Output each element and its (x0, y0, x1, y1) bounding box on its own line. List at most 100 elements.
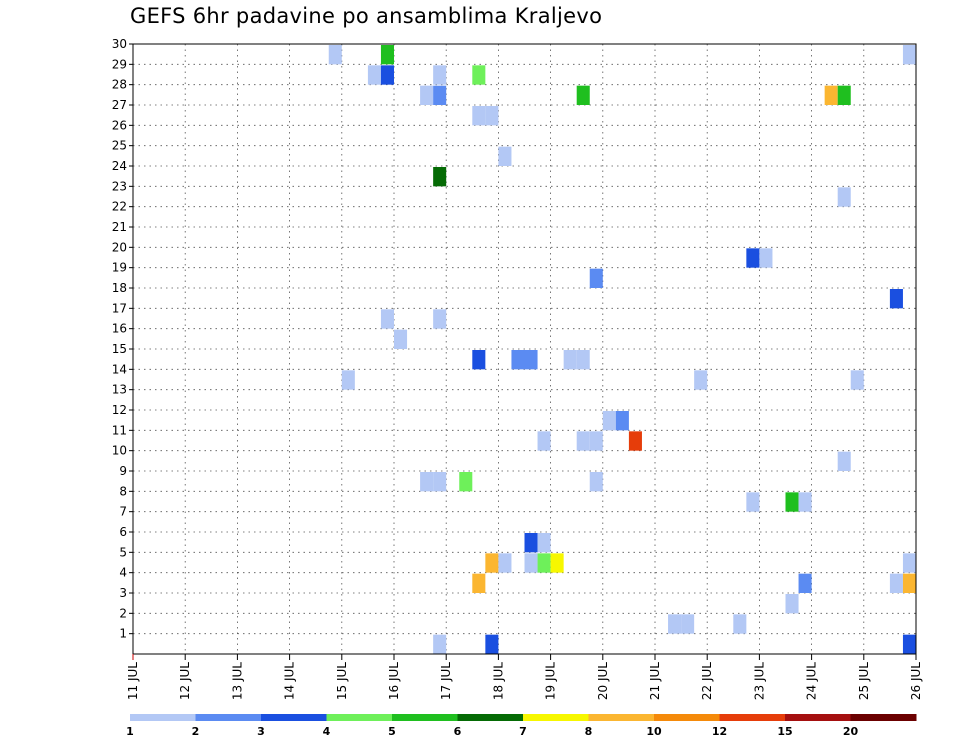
precip-cell (824, 85, 838, 105)
x-tick-label: 21 JUL (648, 662, 662, 700)
precip-cell (328, 45, 342, 65)
precip-cell (563, 350, 577, 370)
y-tick-label: 22 (112, 200, 127, 214)
colorbar-swatch (719, 714, 786, 721)
x-tick-label: 16 JUL (387, 662, 401, 700)
precip-cell (472, 65, 486, 85)
x-tick-label: 24 JUL (805, 662, 819, 700)
precip-cell (485, 634, 499, 654)
precip-cell (576, 350, 590, 370)
x-tick-label: 12 JUL (178, 662, 192, 700)
precip-cell (589, 268, 603, 288)
colorbar-label: 1 (126, 725, 134, 738)
colorbar-label: 8 (585, 725, 593, 738)
colorbar-label: 12 (712, 725, 727, 738)
y-tick-label: 21 (112, 220, 127, 234)
precip-cell (576, 85, 590, 105)
precip-cell (433, 309, 447, 329)
colorbar-swatch (195, 714, 262, 721)
precip-cell (537, 533, 551, 553)
x-tick-label: 18 JUL (491, 662, 505, 700)
y-tick-label: 9 (119, 464, 127, 478)
precip-cell (668, 614, 682, 634)
precip-cell (589, 472, 603, 492)
precip-cell (733, 614, 747, 634)
precip-cell (628, 431, 642, 451)
precip-cell (889, 573, 903, 593)
precip-cell (785, 492, 799, 512)
precip-cell (889, 289, 903, 309)
y-tick-label: 10 (112, 444, 127, 458)
colorbar-label: 6 (454, 725, 462, 738)
colorbar-swatch (261, 714, 327, 721)
y-tick-label: 18 (112, 281, 127, 295)
precip-cell (459, 472, 473, 492)
x-tick-label: 20 JUL (596, 662, 610, 700)
x-tick-label: 26 JUL (909, 662, 923, 700)
y-tick-label: 24 (112, 159, 127, 173)
precip-cell (367, 65, 381, 85)
y-tick-label: 6 (119, 525, 127, 539)
precip-cell (746, 248, 760, 268)
precip-cell (433, 85, 447, 105)
colorbar-label: 20 (843, 725, 859, 738)
y-tick-label: 25 (112, 139, 127, 153)
colorbar-swatch (785, 714, 851, 721)
precip-cell (759, 248, 773, 268)
precip-cell (576, 431, 590, 451)
precip-cell (485, 106, 499, 126)
y-tick-label: 4 (119, 566, 127, 580)
y-tick-label: 28 (112, 78, 127, 92)
precip-cell (420, 85, 434, 105)
y-tick-label: 20 (112, 240, 127, 254)
colorbar-swatch (654, 714, 720, 721)
precip-cell (902, 45, 916, 65)
precip-cell (746, 492, 760, 512)
y-tick-label: 12 (112, 403, 127, 417)
precip-cell (589, 431, 603, 451)
precip-cell (785, 594, 799, 614)
precip-cell (694, 370, 708, 390)
colorbar-label: 3 (257, 725, 265, 738)
precip-cell (537, 553, 551, 573)
x-tick-label: 17 JUL (439, 662, 453, 700)
colorbar-label: 7 (519, 725, 527, 738)
y-tick-label: 15 (112, 342, 127, 356)
x-axis: 11 JUL 12 JUL 13 JUL 14 JUL 15 JUL 16 JUL 17 J… (126, 654, 923, 700)
y-tick-label: 14 (112, 362, 127, 376)
y-tick-label: 16 (112, 322, 127, 336)
precip-cell (380, 65, 394, 85)
colorbar-label: 10 (646, 725, 662, 738)
y-tick-label: 8 (119, 484, 127, 498)
colorbar-swatch (523, 714, 589, 721)
y-tick-label: 11 (112, 423, 127, 437)
y-tick-label: 30 (112, 37, 127, 51)
precip-cell (472, 106, 486, 126)
precip-cell (537, 431, 551, 451)
y-tick-label: 19 (112, 261, 127, 275)
precip-cell (902, 634, 916, 654)
precip-cell (433, 634, 447, 654)
cells-layer (328, 45, 916, 654)
precip-cell (433, 167, 447, 187)
precip-cell (524, 553, 538, 573)
y-tick-label: 29 (112, 57, 127, 71)
colorbar-swatch (130, 714, 196, 721)
precip-cell (524, 533, 538, 553)
precip-cell (798, 492, 812, 512)
x-tick-label: 22 JUL (700, 662, 714, 700)
y-tick-label: 2 (119, 606, 127, 620)
colorbar-swatch (392, 714, 458, 721)
y-tick-label: 3 (119, 586, 127, 600)
precip-cell (472, 350, 486, 370)
y-tick-label: 17 (112, 301, 127, 315)
precip-cell (380, 309, 394, 329)
precip-cell (850, 370, 864, 390)
x-tick-label: 19 JUL (544, 662, 558, 700)
x-tick-label: 25 JUL (857, 662, 871, 700)
colorbar-swatch (457, 714, 524, 721)
precip-cell (380, 45, 394, 65)
colorbar-swatch (326, 714, 393, 721)
y-tick-label: 27 (112, 98, 127, 112)
